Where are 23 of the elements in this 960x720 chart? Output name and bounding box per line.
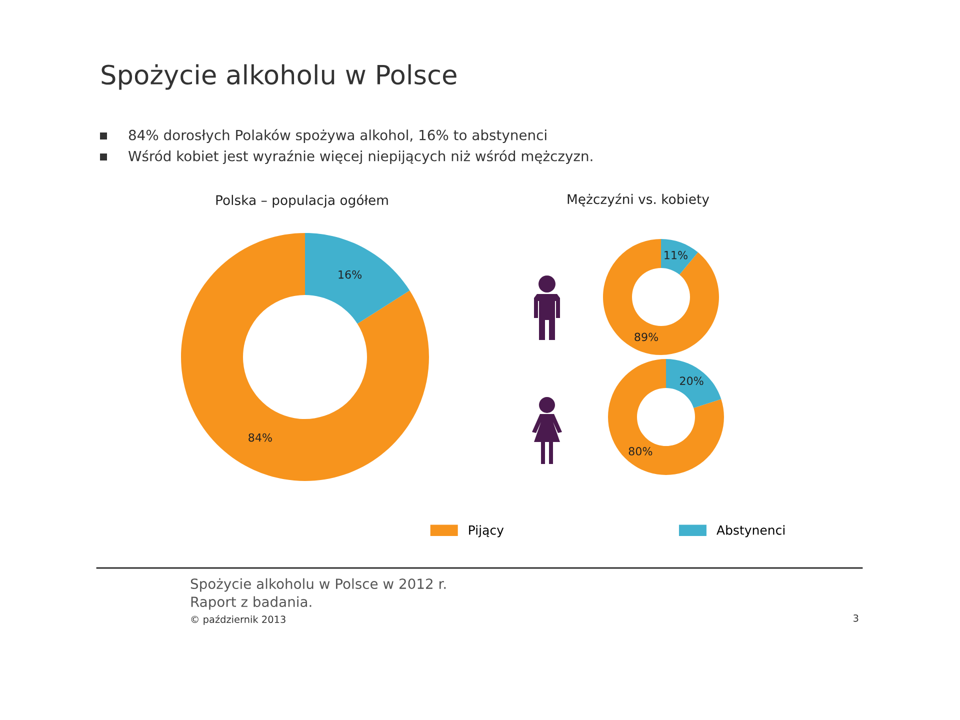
text: © październik 2013 [191, 615, 286, 625]
legend-label: Pijący [469, 525, 504, 538]
chart-title: Mężczyźni vs. kobiety [568, 193, 710, 207]
donut-slice [603, 239, 719, 355]
text: Wśród kobiet jest wyraźnie więcej niepijących niż wśród mężczyzn. [128, 150, 592, 164]
donut-slice [661, 239, 698, 275]
data-label: 89% [634, 332, 658, 342]
text: Raport z badania. [191, 596, 312, 610]
data-label: 11% [664, 250, 688, 260]
text: 84% dorosłych Polaków spożywa alkohol, 16% to abstynenci [128, 129, 546, 143]
legend-label: Abstynenci [716, 525, 784, 538]
data-label: 84% [248, 433, 272, 442]
data-label: 16% [338, 270, 362, 279]
text: Spożycie alkoholu w Polsce [102, 64, 456, 90]
data-label: 20% [680, 376, 704, 386]
text: 3 [854, 614, 858, 622]
chart-title: Polska – populacja ogółem [216, 194, 388, 208]
donut-slice [181, 233, 429, 481]
donut-slice [666, 359, 722, 408]
donut-slice [608, 359, 724, 475]
data-label: 80% [628, 447, 652, 456]
donut-slice [305, 233, 410, 324]
text: Spożycie alkoholu w Polsce w 2012 r. [190, 578, 446, 592]
